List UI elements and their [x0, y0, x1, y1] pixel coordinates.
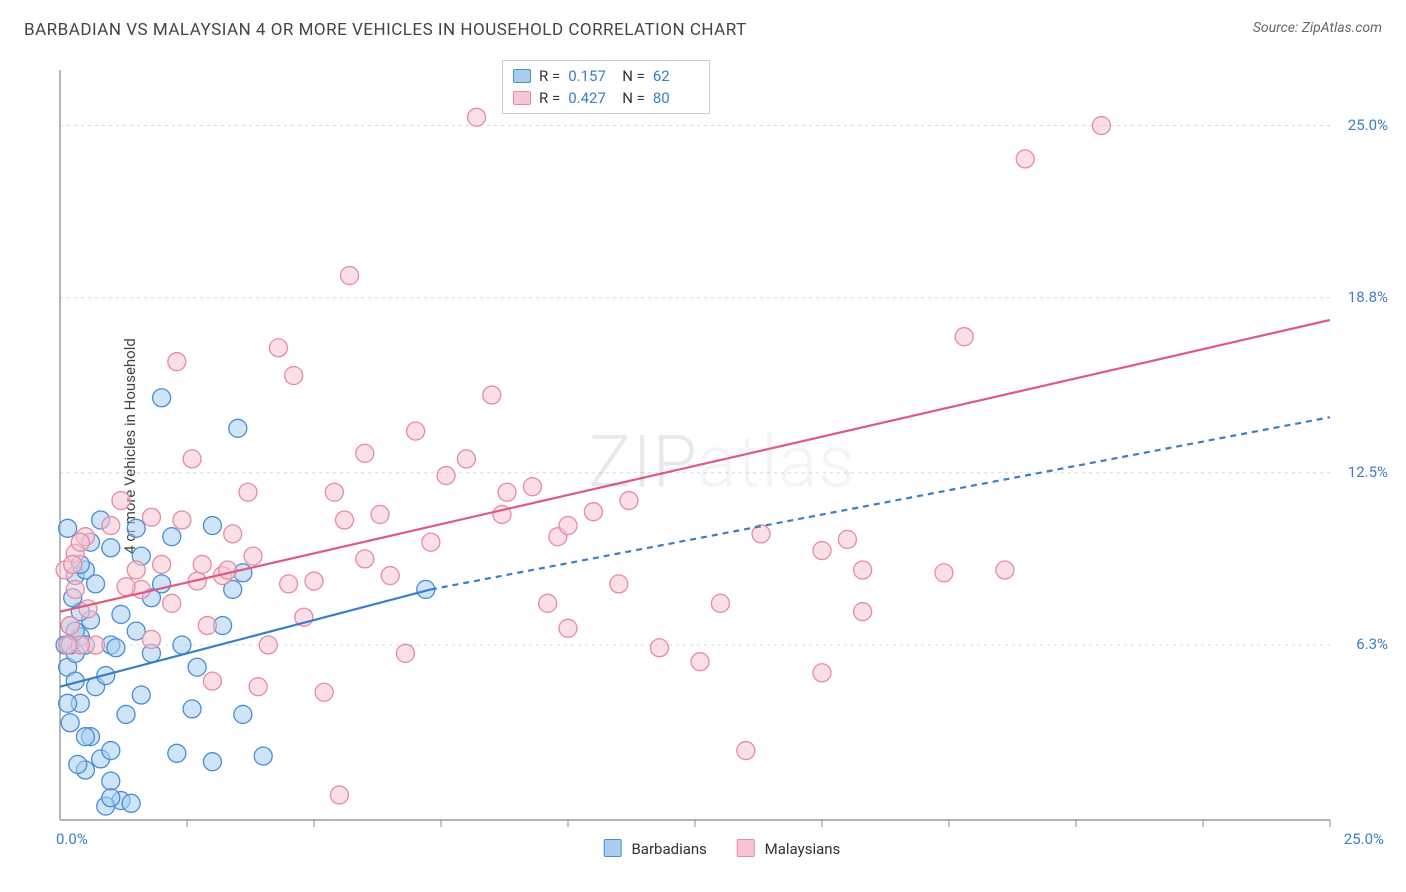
legend-swatch-pink [737, 839, 755, 857]
n-label-2: N = [622, 89, 645, 107]
source-attribution: Source: ZipAtlas.com [1253, 20, 1382, 36]
pink-r-value: 0.427 [568, 89, 614, 107]
chart-title: BARBADIAN VS MALAYSIAN 4 OR MORE VEHICLE… [24, 20, 747, 40]
legend-item-barbadians: Barbadians [604, 839, 707, 858]
stats-swatch-pink [513, 91, 531, 105]
pink-n-value: 80 [653, 89, 699, 107]
x-origin-label: 0.0% [56, 830, 88, 848]
legend-item-malaysians: Malaysians [737, 839, 840, 858]
bottom-legend: Barbadians Malaysians [604, 839, 841, 858]
stats-swatch-blue [513, 69, 531, 83]
r-label-2: R = [539, 89, 560, 107]
legend-swatch-blue [604, 839, 622, 857]
chart-area: ZIPatlas R = 0.157 N = 62 R = 0.427 N = … [52, 60, 1392, 864]
legend-label-barbadians: Barbadians [631, 840, 706, 858]
r-label: R = [539, 67, 560, 85]
correlation-stats-box: R = 0.157 N = 62 R = 0.427 N = 80 [502, 60, 710, 114]
blue-n-value: 62 [653, 67, 699, 85]
n-label: N = [622, 67, 645, 85]
legend-label-malaysians: Malaysians [765, 840, 841, 858]
x-max-label: 25.0% [1344, 830, 1384, 848]
blue-r-value: 0.157 [568, 67, 614, 85]
scatter-chart [52, 60, 1392, 864]
